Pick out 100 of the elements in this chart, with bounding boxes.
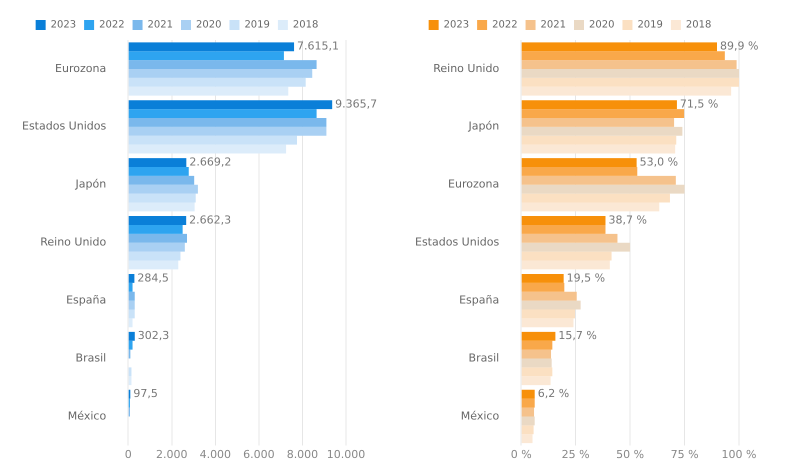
legend-label: 2023 (50, 20, 76, 31)
bar (522, 118, 674, 127)
bar (522, 51, 725, 60)
x-tick-label: 0 (124, 448, 132, 461)
bar (522, 318, 574, 328)
bar (522, 425, 534, 434)
y-tick-label: Brasil (468, 351, 500, 364)
bar (522, 60, 737, 69)
bar (128, 86, 288, 96)
bar (128, 60, 317, 69)
legend-label: 2018 (292, 20, 318, 31)
bar (128, 282, 133, 292)
bar (128, 367, 132, 376)
x-tick-label: 50 % (616, 448, 644, 461)
data-label: 302,3 (138, 329, 170, 342)
bar (128, 118, 326, 127)
bar (522, 300, 581, 310)
y-tick-label: Japón (468, 120, 500, 133)
bar (522, 126, 682, 136)
data-label: 7.615,1 (297, 40, 340, 53)
y-tick-label: Reino Unido (433, 62, 500, 75)
legend-label: 2022 (99, 20, 125, 31)
bar (128, 318, 133, 328)
x-tick-label: 75 % (670, 448, 699, 461)
bar (522, 158, 637, 168)
bar (522, 144, 676, 154)
y-tick-label: México (460, 409, 500, 422)
bar (522, 252, 612, 260)
y-tick-label: Eurozona (448, 178, 500, 191)
bar (128, 234, 188, 243)
bar (128, 332, 135, 341)
bar (522, 416, 535, 426)
data-label: 97,5 (133, 387, 158, 400)
bar (128, 42, 294, 52)
bar (522, 332, 556, 341)
data-label: 19,5 % (566, 271, 606, 284)
bar (522, 167, 638, 176)
data-label: 2.662,3 (189, 213, 232, 226)
x-tick-label: 2.000 (156, 448, 188, 461)
data-label: 71,5 % (680, 98, 718, 111)
x-tick-label: 0 % (510, 448, 532, 461)
bar (522, 242, 630, 252)
bar (128, 78, 306, 87)
y-tick-label: Eurozona (55, 62, 106, 75)
y-tick-label: España (66, 293, 106, 306)
data-label: 53,0 % (640, 155, 678, 168)
y-tick-label: Reino Unido (40, 236, 106, 249)
bar (128, 292, 135, 301)
bar (128, 252, 180, 260)
bar (128, 202, 195, 212)
bar (128, 224, 183, 234)
bar (128, 51, 284, 60)
bar (522, 202, 660, 212)
y-tick-label: Brasil (76, 351, 106, 364)
data-label: 6,2 % (538, 387, 570, 400)
bar (128, 376, 132, 386)
x-tick-label: 4.000 (200, 448, 232, 461)
legend-label: 2023 (444, 20, 470, 31)
bar (522, 136, 676, 145)
bar (522, 376, 551, 386)
bar (522, 216, 606, 225)
bar (128, 68, 312, 78)
bar (522, 224, 606, 234)
y-tick-label: Estados Unidos (414, 236, 500, 249)
bar (128, 216, 186, 225)
bar (522, 176, 676, 185)
bar (522, 194, 670, 203)
bar (522, 390, 535, 399)
bar (128, 144, 286, 154)
y-tick-label: Estados Unidos (22, 120, 106, 133)
y-tick-label: España (459, 293, 500, 306)
bar (128, 260, 178, 270)
legend-label: 2021 (148, 20, 174, 31)
y-tick-label: Japón (74, 178, 106, 191)
bar (522, 350, 552, 359)
bar (128, 167, 189, 176)
x-tick-label: 8.000 (286, 448, 318, 461)
legend-label: 2019 (244, 20, 270, 31)
bar (522, 358, 552, 368)
bar (522, 184, 685, 194)
bar (522, 260, 610, 270)
bar (522, 78, 739, 87)
bar (128, 274, 134, 283)
x-tick-label: 25 % (562, 448, 590, 461)
bar (522, 274, 564, 283)
bar (522, 340, 552, 350)
bar (522, 282, 564, 292)
bar (522, 408, 534, 416)
bar (522, 309, 575, 318)
bar (522, 398, 535, 408)
data-label: 15,7 % (558, 329, 597, 342)
bar (128, 100, 332, 110)
bar (128, 194, 196, 203)
x-tick-label: 6.000 (243, 448, 275, 461)
x-tick-label: 10.000 (326, 448, 366, 461)
bar (522, 434, 533, 444)
bar (522, 234, 618, 243)
bar (128, 300, 135, 310)
y-tick-label: México (68, 409, 106, 422)
legend-label: 2021 (540, 20, 566, 31)
